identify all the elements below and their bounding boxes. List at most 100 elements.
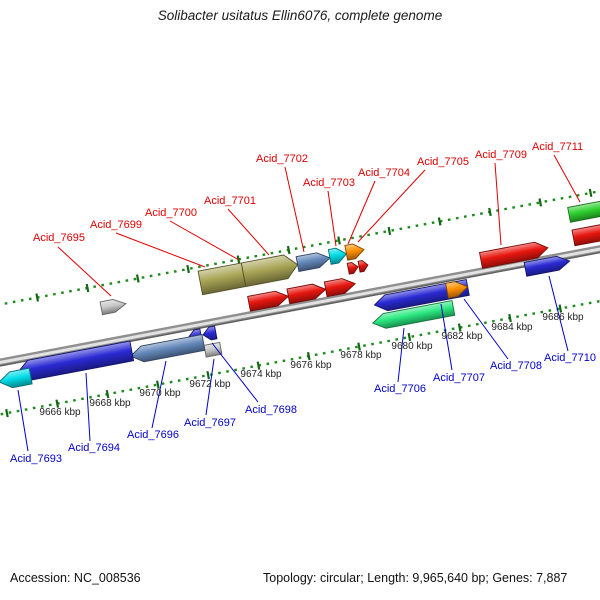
gene-arrow[interactable] xyxy=(129,334,206,364)
gene-label-acid_7707[interactable]: Acid_7707 xyxy=(433,372,485,384)
gene-arrow[interactable] xyxy=(327,246,348,265)
ruler-tick xyxy=(588,188,593,198)
gene-label-acid_7711[interactable]: Acid_7711 xyxy=(532,141,583,153)
ruler-position-label: 9668 kbp xyxy=(89,398,131,409)
gene-arrow[interactable] xyxy=(371,300,456,331)
gene-label-acid_7705[interactable]: Acid_7705 xyxy=(417,156,469,168)
ruler-tick xyxy=(85,283,90,293)
genome-track xyxy=(0,180,600,427)
gene-arrow[interactable] xyxy=(344,242,365,261)
gene-label-acid_7702[interactable]: Acid_7702 xyxy=(256,153,308,165)
ruler-position-label: 9672 kbp xyxy=(189,379,231,390)
ruler-tick xyxy=(437,217,442,226)
label-leader-line xyxy=(85,372,91,442)
ruler-tick xyxy=(5,408,9,418)
gene-arrow[interactable] xyxy=(240,253,299,288)
gene-arrow[interactable] xyxy=(571,218,600,247)
gene-label-acid_7704[interactable]: Acid_7704 xyxy=(358,167,410,179)
gene-label-acid_7708[interactable]: Acid_7708 xyxy=(490,360,542,372)
topology-text: Topology: circular; Length: 9,965,640 bp… xyxy=(263,571,568,585)
gene-arrow[interactable] xyxy=(295,251,331,272)
ruler-tick xyxy=(256,361,261,370)
ruler-tick xyxy=(387,226,392,236)
ruler-tick xyxy=(135,274,140,283)
gene-arrow[interactable] xyxy=(99,297,127,316)
label-leader-line xyxy=(205,358,215,416)
gene-arrow[interactable] xyxy=(197,262,247,296)
label-leader-line xyxy=(211,342,259,403)
label-leader-line xyxy=(553,154,581,203)
ruler-tick xyxy=(508,313,512,323)
gene-arrow[interactable] xyxy=(286,282,327,305)
ruler-tick xyxy=(35,293,40,302)
ruler-tick xyxy=(558,304,563,313)
gene-arrow[interactable] xyxy=(323,276,356,298)
gene-label-acid_7697[interactable]: Acid_7697 xyxy=(184,417,236,429)
gene-arrow[interactable] xyxy=(0,367,33,390)
label-leader-line xyxy=(57,246,112,297)
ruler-position-label: 9676 kbp xyxy=(290,360,332,371)
label-leader-line xyxy=(397,327,405,383)
label-leader-line xyxy=(548,275,569,352)
ruler-position-label: 9680 kbp xyxy=(391,341,433,352)
label-leader-line xyxy=(115,232,206,268)
ruler-tick xyxy=(337,236,341,245)
gene-label-acid_7706[interactable]: Acid_7706 xyxy=(374,383,426,395)
ruler-tick xyxy=(206,370,210,380)
gene-label-acid_7694[interactable]: Acid_7694 xyxy=(68,442,120,454)
ruler-tick xyxy=(538,198,543,207)
gene-arrow[interactable] xyxy=(479,240,550,269)
ruler-position-label: 9682 kbp xyxy=(441,331,483,342)
label-leader-line xyxy=(169,220,240,261)
ruler-position-label: 9670 kbp xyxy=(139,388,181,399)
label-leader-line xyxy=(357,169,426,243)
gene-arrow[interactable] xyxy=(346,261,359,275)
gene-label-acid_7709[interactable]: Acid_7709 xyxy=(475,149,527,161)
ruler-tick xyxy=(55,399,60,408)
ruler-tick xyxy=(357,342,361,351)
label-leader-line xyxy=(327,190,337,247)
accession-text: Accession: NC_008536 xyxy=(10,571,141,585)
gene-arrow[interactable] xyxy=(202,325,218,341)
ruler-tick xyxy=(186,264,190,274)
gene-arrow[interactable] xyxy=(203,341,223,358)
gene-arrow[interactable] xyxy=(445,280,469,299)
gene-label-acid_7693[interactable]: Acid_7693 xyxy=(10,453,62,465)
gene-arrow[interactable] xyxy=(567,195,600,223)
ruler-tick xyxy=(407,332,412,342)
genome-backbone-stripe xyxy=(0,235,600,377)
ruler-position-label: 9666 kbp xyxy=(39,407,81,418)
ruler-position-label: 9678 kbp xyxy=(340,350,382,361)
ruler-position-label: 9686 kbp xyxy=(542,312,584,323)
ruler-tick xyxy=(105,389,110,399)
ruler-tick xyxy=(286,245,291,255)
gene-label-acid_7700[interactable]: Acid_7700 xyxy=(145,207,197,219)
label-leader-line xyxy=(227,208,270,256)
ruler-position-label: 9674 kbp xyxy=(240,369,282,380)
ruler-tick xyxy=(306,351,311,361)
gene-arrow[interactable] xyxy=(523,254,571,277)
gene-label-acid_7699[interactable]: Acid_7699 xyxy=(90,219,142,231)
label-leader-line xyxy=(494,162,502,246)
label-leader-line xyxy=(440,303,453,371)
gene-label-acid_7696[interactable]: Acid_7696 xyxy=(127,429,179,441)
gene-label-acid_7710[interactable]: Acid_7710 xyxy=(544,352,596,364)
label-leader-line xyxy=(17,389,29,452)
ruler-position-label: 9684 kbp xyxy=(491,322,533,333)
gene-label-acid_7698[interactable]: Acid_7698 xyxy=(245,404,297,416)
gene-arrow[interactable] xyxy=(247,289,290,312)
ruler-tick xyxy=(488,207,492,217)
ruler-tick xyxy=(156,380,160,389)
page-title: Solibacter usitatus Ellin6076, complete … xyxy=(157,8,443,23)
gene-arrow[interactable] xyxy=(373,278,470,313)
gene-arrow[interactable] xyxy=(357,260,369,273)
label-leader-line xyxy=(463,298,509,360)
gene-label-acid_7701[interactable]: Acid_7701 xyxy=(204,195,256,207)
ruler-tick xyxy=(457,323,462,332)
gene-label-acid_7695[interactable]: Acid_7695 xyxy=(33,232,85,244)
gene-label-acid_7703[interactable]: Acid_7703 xyxy=(303,177,355,189)
label-leader-line xyxy=(151,360,167,429)
